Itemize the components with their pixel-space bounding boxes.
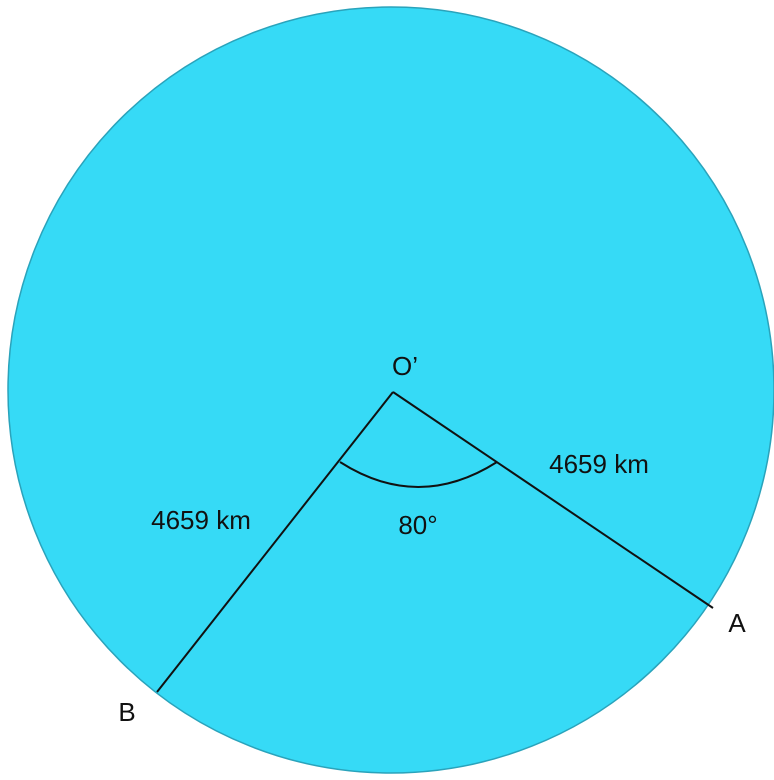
point-label: B	[118, 697, 135, 727]
angle-arc	[339, 461, 498, 488]
radius-label: 4659 km	[151, 505, 251, 535]
radius-label: 4659 km	[549, 449, 649, 479]
circle	[7, 6, 774, 774]
point-label: A	[728, 608, 746, 638]
radius-a	[392, 391, 714, 609]
angle-label: 80°	[398, 510, 437, 540]
center-label: O’	[392, 351, 418, 381]
radius-b	[156, 391, 394, 693]
